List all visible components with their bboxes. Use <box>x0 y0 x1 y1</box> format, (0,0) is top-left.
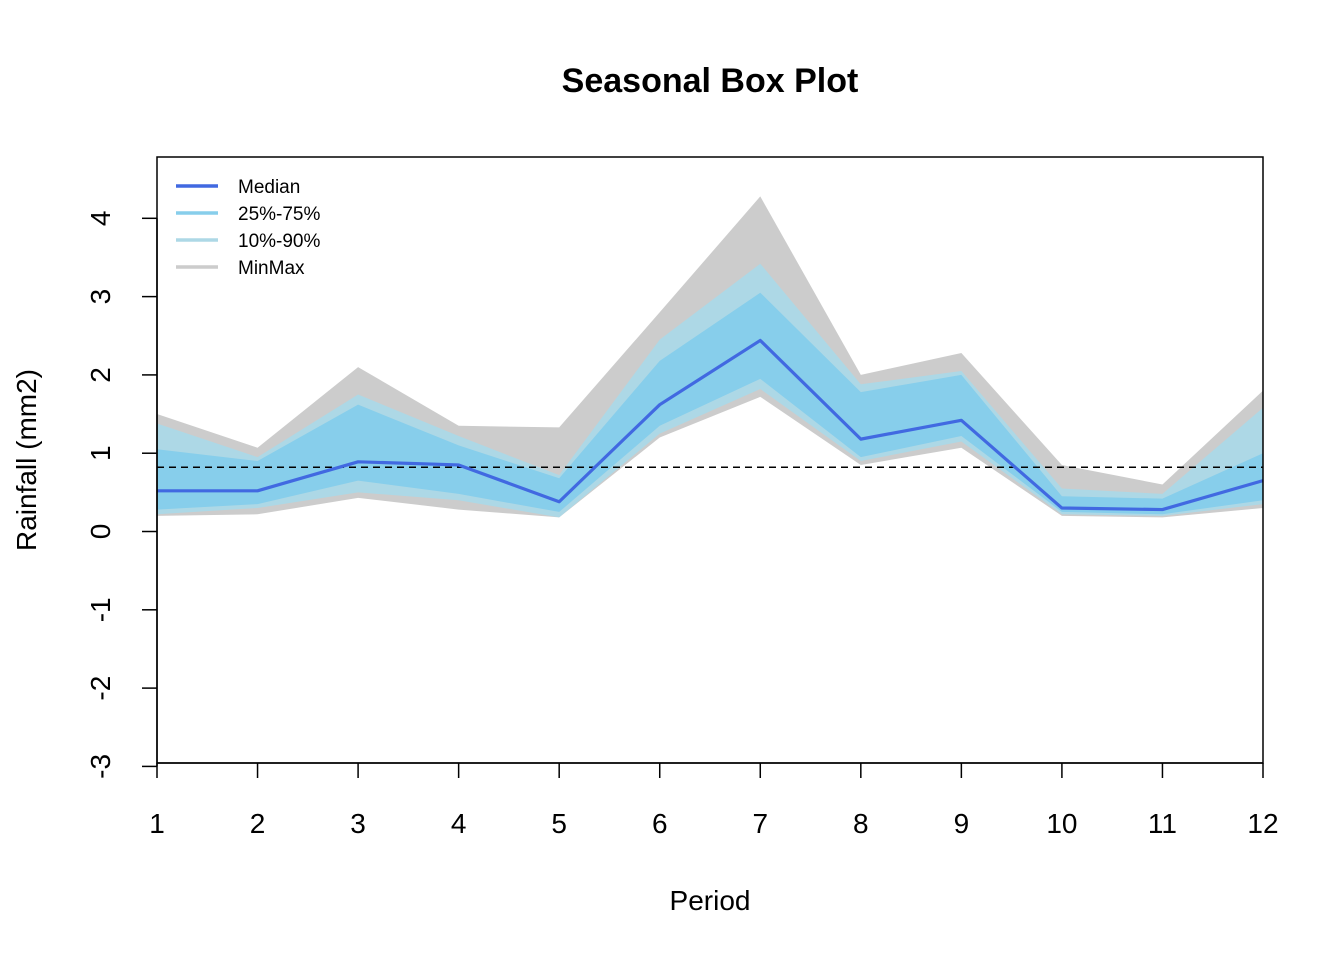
x-tick-label: 1 <box>149 808 165 839</box>
y-tick-label: -3 <box>85 754 116 779</box>
band-25pct-75pct <box>157 292 1263 515</box>
legend-label-10pct-90pct: 10%-90% <box>238 231 320 252</box>
legend: Median 25%-75% 10%-90% MinMax <box>176 177 320 279</box>
y-axis: -3 -2 -1 0 1 2 3 4 <box>85 211 158 779</box>
y-tick-label: 4 <box>85 211 116 227</box>
x-tick-label: 6 <box>652 808 668 839</box>
y-tick-label: 0 <box>85 524 116 540</box>
x-tick-label: 7 <box>752 808 768 839</box>
x-tick-label: 2 <box>250 808 266 839</box>
y-tick-label: 1 <box>85 445 116 461</box>
x-tick-label: 8 <box>853 808 869 839</box>
y-axis-title: Rainfall (mm2) <box>11 369 42 551</box>
x-tick-label: 9 <box>954 808 970 839</box>
bands-layer <box>157 196 1263 518</box>
x-tick-label: 4 <box>451 808 467 839</box>
legend-label-minmax: MinMax <box>238 258 305 279</box>
x-axis: 1 2 3 4 5 6 7 8 9 10 11 12 <box>149 762 1279 839</box>
x-tick-label: 11 <box>1148 808 1177 839</box>
x-tick-label: 12 <box>1247 808 1278 839</box>
series-line-median <box>157 338 1264 512</box>
x-tick-label: 10 <box>1046 808 1077 839</box>
x-tick-label: 5 <box>551 808 567 839</box>
y-tick-label: 2 <box>85 367 116 383</box>
series-layer <box>157 338 1264 512</box>
x-tick-label: 3 <box>350 808 366 839</box>
y-tick-label: -1 <box>85 597 116 622</box>
legend-label-25pct-75pct: 25%-75% <box>238 204 320 225</box>
y-tick-label: -2 <box>85 676 116 701</box>
x-axis-title: Period <box>670 885 751 916</box>
legend-label-median: Median <box>238 177 300 198</box>
chart-title: Seasonal Box Plot <box>562 62 859 100</box>
y-tick-label: 3 <box>85 289 116 305</box>
